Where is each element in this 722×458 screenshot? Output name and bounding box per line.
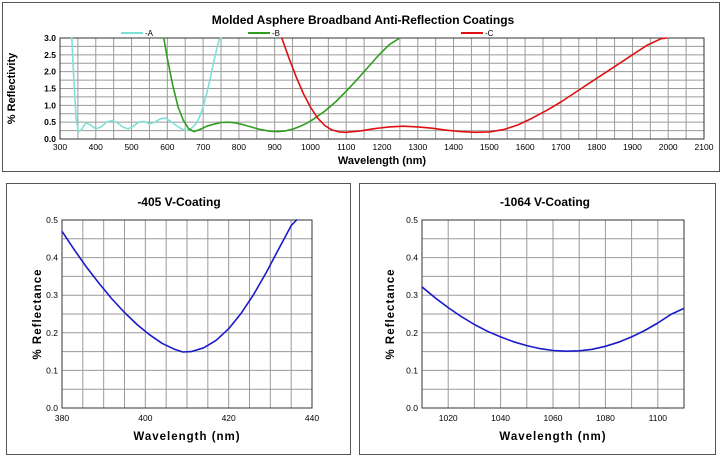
y-axis-label: % Reflectance [32, 269, 44, 360]
legend-label: -B [272, 29, 280, 38]
x-tick-label: 1060 [544, 413, 563, 423]
y-tick-label: 0.0 [44, 134, 56, 144]
x-axis-label: Wavelength (nm) [499, 431, 606, 443]
x-tick-label: 1100 [649, 413, 668, 423]
y-tick-label: 0.5 [44, 117, 56, 127]
x-tick-label: 1040 [491, 413, 510, 423]
x-tick-label: 1080 [596, 413, 615, 423]
x-tick-label: 1400 [444, 142, 463, 152]
series-line-b [163, 37, 401, 133]
x-tick-label: 1500 [480, 142, 499, 152]
x-tick-label: 380 [55, 413, 69, 423]
x-tick-label: 1020 [439, 413, 458, 423]
chart-title: -1064 V-Coating [500, 195, 590, 209]
x-tick-label: 1700 [551, 142, 570, 152]
x-tick-label: 900 [268, 142, 282, 152]
x-tick-label: 800 [232, 142, 246, 152]
x-tick-label: 1100 [337, 142, 356, 152]
x-tick-label: 300 [53, 142, 67, 152]
y-tick-label: 2.5 [44, 50, 56, 60]
y-tick-label: 0.0 [46, 403, 58, 413]
y-tick-label: 2.0 [44, 67, 56, 77]
plot-area-border [59, 37, 705, 140]
v1064-chart-panel: -1064 V-Coating 1020 1040 1060 1080 1100 0.0 0.… [359, 183, 716, 455]
series-line-a [71, 37, 222, 133]
y-tick-label: 0.5 [406, 215, 418, 225]
y-tick-label: 0.2 [46, 328, 58, 338]
series-line [422, 286, 684, 352]
plot-area-border [61, 219, 313, 409]
y-tick-label: 0.0 [406, 403, 418, 413]
x-tick-label: 1200 [373, 142, 392, 152]
series-line-c [281, 37, 668, 134]
y-tick-label: 0.1 [46, 365, 58, 375]
x-tick-label: 440 [305, 413, 319, 423]
x-tick-label: 600 [160, 142, 174, 152]
x-tick-label: 2100 [695, 142, 714, 152]
x-tick-label: 700 [196, 142, 210, 152]
x-tick-label: 420 [222, 413, 236, 423]
broadband-chart: Molded Asphere Broadband Anti-Reflection… [6, 13, 714, 167]
y-tick-label: 0.3 [406, 290, 418, 300]
y-tick-label: 0.4 [46, 253, 58, 263]
x-tick-label: 400 [138, 413, 152, 423]
y-tick-label: 0.4 [406, 253, 418, 263]
v1064-chart: -1064 V-Coating 1020 1040 1060 1080 1100 0.0 0.… [385, 195, 685, 443]
v405-chart-panel: -405 V-Coating 380 400 420 440 0.0 0.1 0.2 0.3 0.… [6, 183, 351, 455]
y-tick-label: 3.0 [44, 33, 56, 43]
y-axis-label: % Reflectance [385, 269, 397, 360]
y-tick-label: 0.1 [406, 365, 418, 375]
x-tick-label: 1800 [587, 142, 606, 152]
v405-chart: -405 V-Coating 380 400 420 440 0.0 0.1 0.2 0.3 0.… [32, 195, 319, 443]
y-tick-label: 1.5 [44, 84, 56, 94]
x-axis-label: Wavelength (nm) [338, 155, 427, 167]
legend-label: -C [485, 29, 494, 38]
y-axis-label: % Reflectivity [6, 52, 18, 124]
y-tick-label: 1.0 [44, 100, 56, 110]
legend-label: -A [145, 29, 154, 38]
chart-title: Molded Asphere Broadband Anti-Reflection… [212, 13, 515, 27]
broadband-chart-panel: Molded Asphere Broadband Anti-Reflection… [2, 2, 720, 172]
y-tick-label: 0.5 [46, 215, 58, 225]
y-tick-label: 0.3 [46, 290, 58, 300]
plot-area-border [421, 219, 685, 409]
x-tick-label: 1600 [516, 142, 535, 152]
x-tick-label: 2000 [659, 142, 678, 152]
x-tick-label: 1000 [301, 142, 320, 152]
y-tick-label: 0.2 [406, 328, 418, 338]
x-tick-label: 500 [124, 142, 138, 152]
x-axis-label: Wavelength (nm) [133, 431, 240, 443]
x-tick-label: 400 [89, 142, 103, 152]
x-tick-label: 1900 [623, 142, 642, 152]
series-line [62, 219, 298, 353]
chart-title: -405 V-Coating [137, 195, 220, 209]
x-tick-label: 1300 [408, 142, 427, 152]
